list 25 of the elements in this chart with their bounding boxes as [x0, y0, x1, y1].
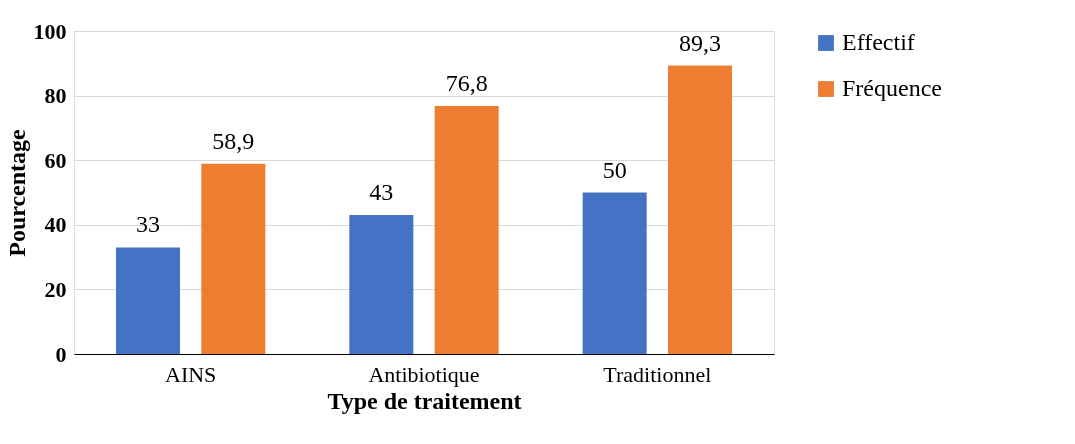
bar	[116, 247, 180, 354]
data-label: 89,3	[679, 29, 721, 56]
x-tick-label: Antibiotique	[368, 361, 480, 387]
data-label: 50	[602, 156, 627, 183]
legend-label: Effectif	[842, 29, 915, 55]
bar	[434, 105, 499, 354]
legend-label: Fréquence	[842, 75, 942, 101]
y-tick-label: 100	[33, 18, 67, 44]
x-axis-title: Type de traitement	[327, 387, 522, 414]
data-label: 43	[369, 179, 394, 206]
data-label: 33	[136, 211, 160, 238]
bar	[201, 163, 266, 354]
bar	[582, 192, 647, 354]
y-tick-label: 40	[44, 212, 67, 238]
data-label: 76,8	[445, 69, 488, 96]
y-tick-label: 60	[44, 147, 67, 173]
y-axis-title: Pourcentage	[3, 128, 30, 257]
bar	[349, 215, 414, 354]
data-label: 58,9	[212, 127, 255, 154]
x-tick-label: AINS	[164, 361, 217, 387]
x-tick-label: Traditionnel	[603, 361, 712, 387]
y-tick-label: 80	[44, 83, 67, 109]
bar	[668, 65, 732, 354]
y-tick-label: 0	[55, 341, 67, 367]
y-tick-label: 20	[44, 276, 67, 302]
